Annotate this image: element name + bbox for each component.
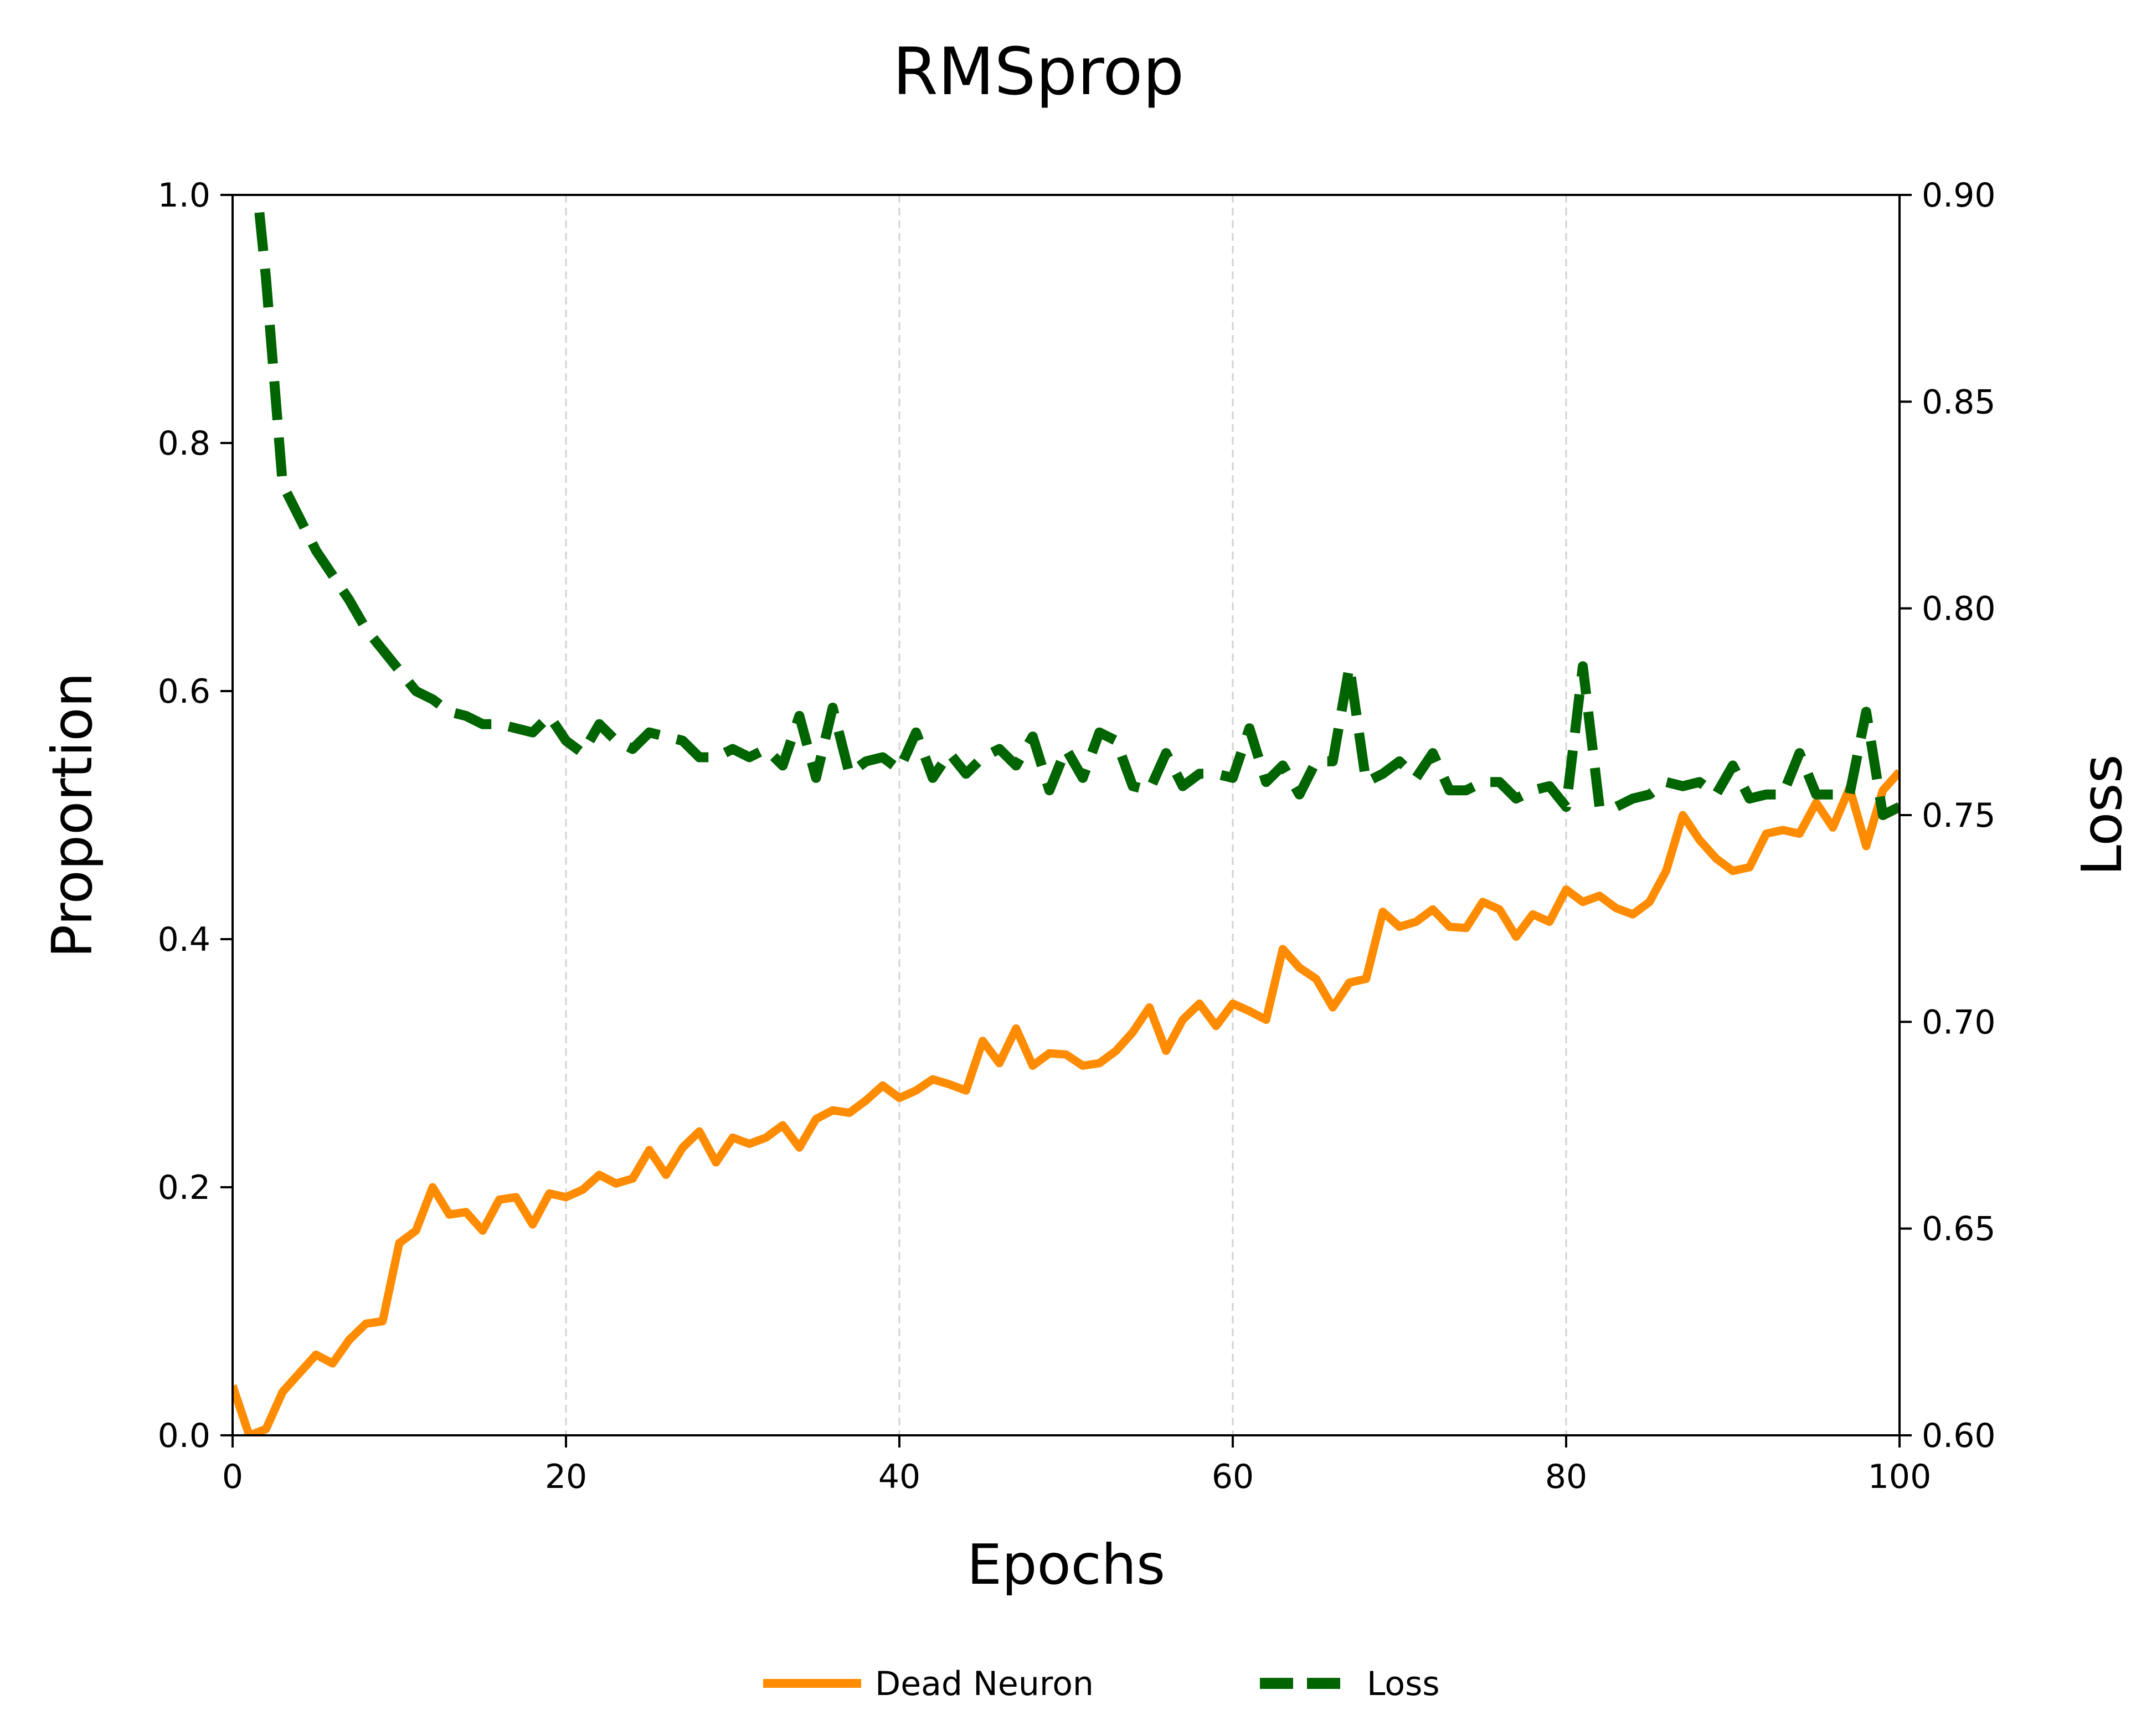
y-left-tick-label-2: 0.4: [158, 920, 210, 959]
y-right-tick-label-1: 0.65: [1922, 1210, 1996, 1249]
x-axis-title: Epochs: [967, 1532, 1165, 1597]
y-left-tick-label-0: 0.0: [158, 1416, 210, 1455]
y-left-tick-label-4: 0.8: [158, 424, 210, 463]
y-left-tick-label-1: 0.2: [158, 1168, 210, 1207]
x-tick-label-5: 100: [1868, 1457, 1932, 1496]
legend-label-dead-neuron: Dead Neuron: [875, 1665, 1094, 1703]
y-right-axis-ticks: 0.60 0.65 0.70 0.75 0.80 0.85 0.90: [1900, 176, 1996, 1455]
series-line-dead-neuron: [233, 769, 1900, 1435]
x-axis-ticks: 0 20 40 60 80 100: [222, 1435, 1931, 1496]
y-left-axis-ticks: 0.0 0.2 0.4 0.6 0.8 1.0: [158, 176, 233, 1455]
x-tick-label-2: 40: [878, 1457, 920, 1496]
x-tick-label-0: 0: [222, 1457, 243, 1496]
y-left-tick-label-3: 0.6: [158, 672, 210, 711]
plot-frame: [231, 194, 1901, 1436]
y-right-tick-label-3: 0.75: [1922, 796, 1996, 835]
x-tick-label-3: 60: [1212, 1457, 1254, 1496]
series-layer: [233, 195, 1900, 1435]
grid-lines: [565, 195, 1567, 1435]
legend: Dead Neuron Loss: [763, 1665, 1440, 1703]
x-tick-label-1: 20: [545, 1457, 587, 1496]
x-tick-label-4: 80: [1545, 1457, 1587, 1496]
legend-label-loss: Loss: [1367, 1665, 1440, 1703]
y-right-tick-label-4: 0.80: [1922, 590, 1996, 629]
y-right-tick-label-2: 0.70: [1922, 1003, 1996, 1042]
y-right-tick-label-0: 0.60: [1922, 1416, 1996, 1455]
y-left-axis-title: Proportion: [40, 672, 105, 958]
y-right-tick-label-5: 0.85: [1922, 383, 1996, 421]
series-line-loss: [253, 195, 1900, 820]
y-left-tick-label-5: 1.0: [158, 176, 210, 215]
y-right-axis-title: Loss: [2070, 754, 2134, 875]
chart-title: RMSprop: [893, 33, 1185, 110]
y-right-tick-label-6: 0.90: [1922, 176, 1996, 215]
